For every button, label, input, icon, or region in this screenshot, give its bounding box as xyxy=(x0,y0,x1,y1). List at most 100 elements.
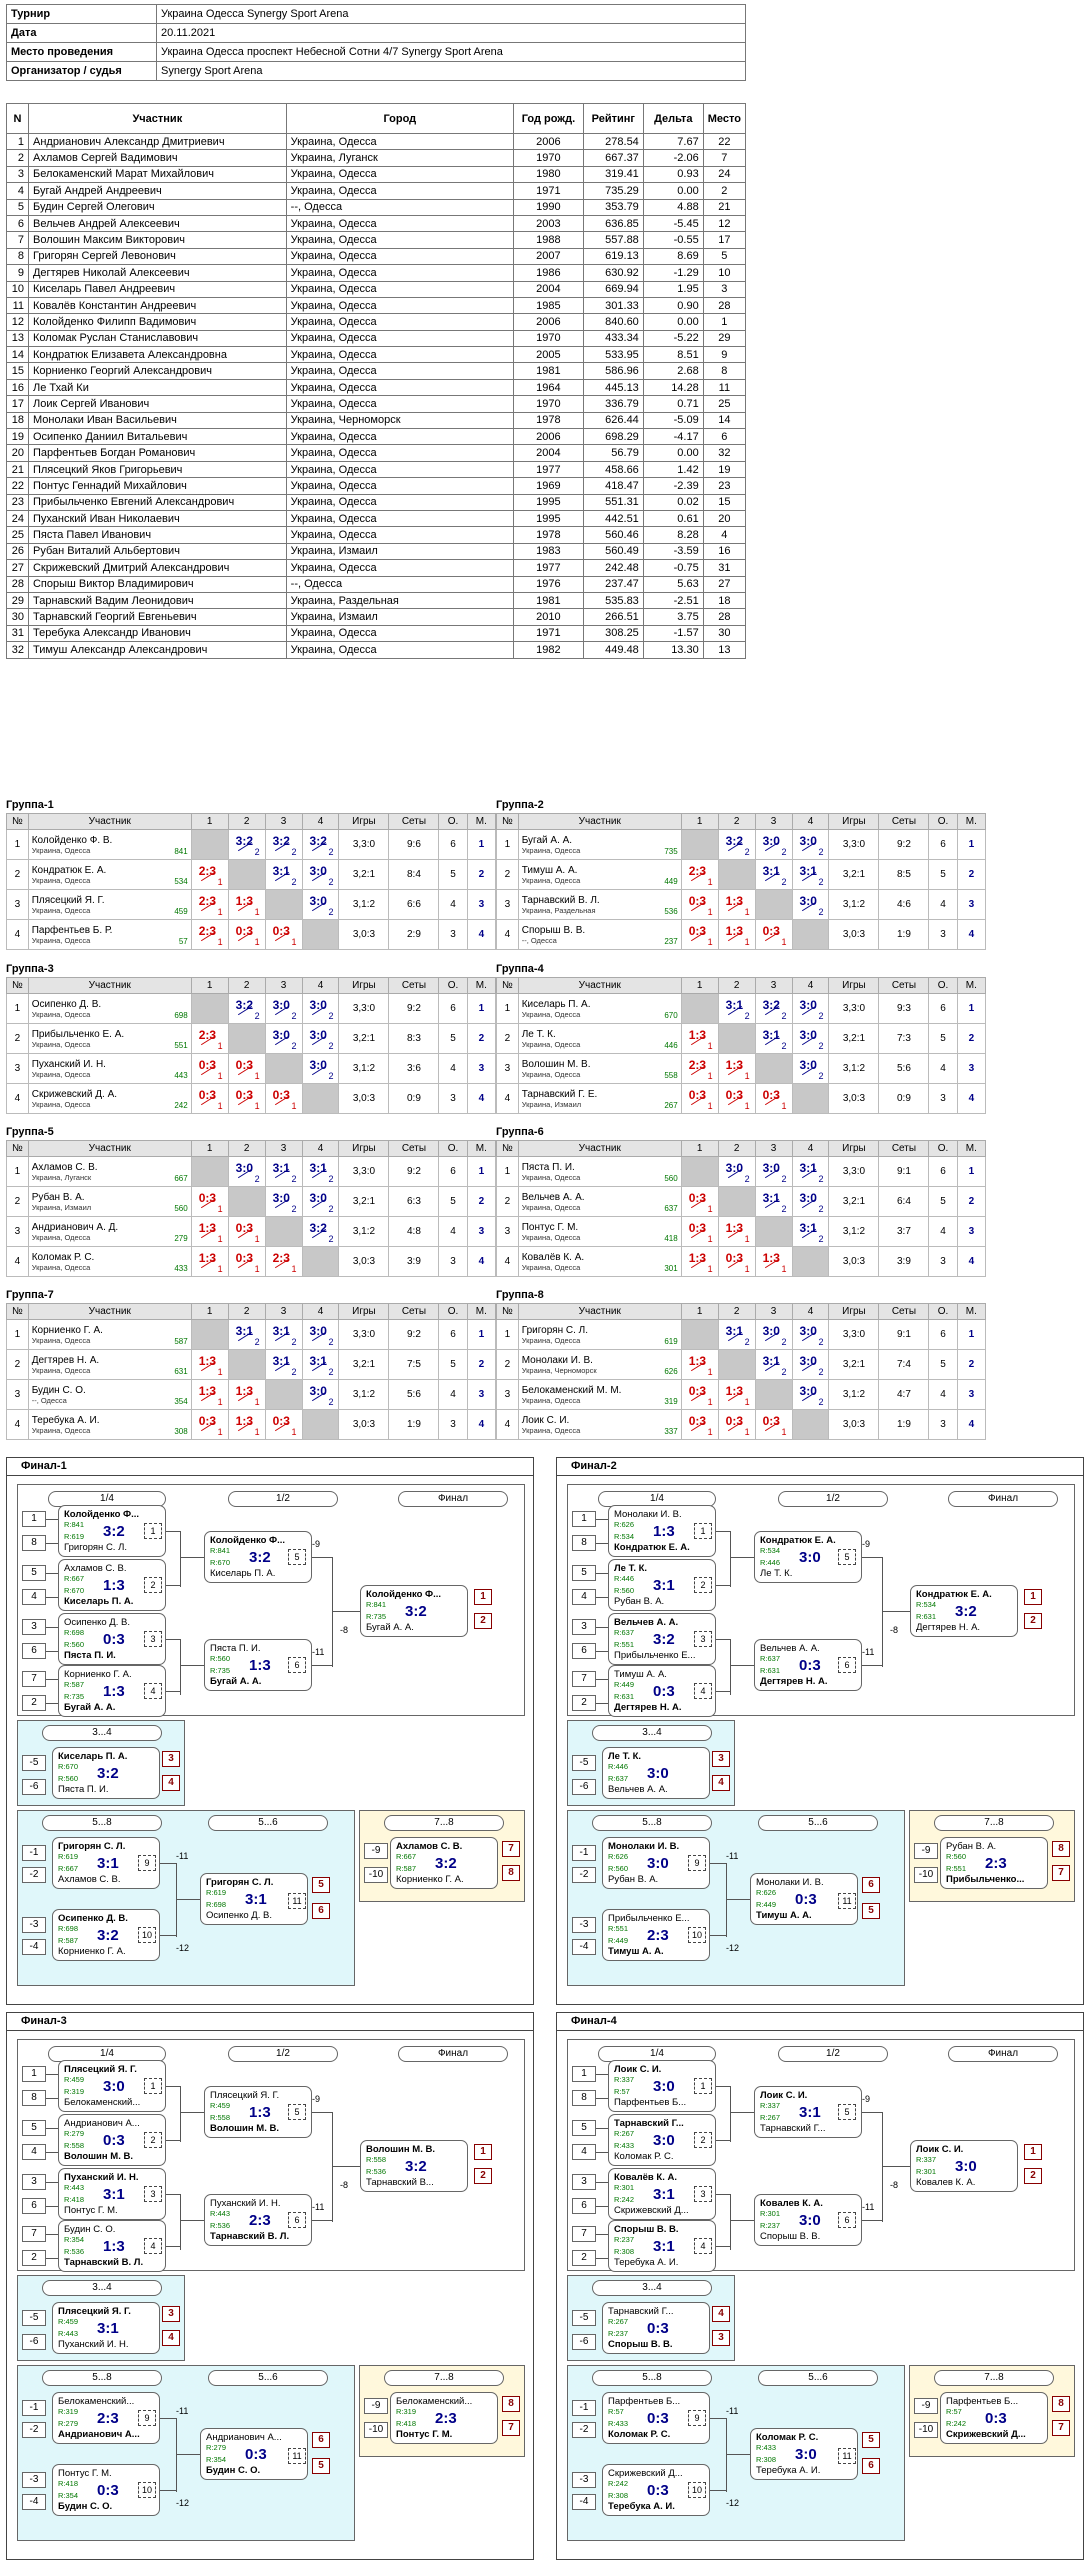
group-result-points: 1 xyxy=(781,1101,787,1111)
group-header-cell: М. xyxy=(466,1303,497,1320)
group-player-rating: 337 xyxy=(664,1427,678,1436)
group-player-number: 4 xyxy=(6,1409,29,1440)
group-result-points: 1 xyxy=(781,937,787,947)
group-games: 3,0:3 xyxy=(828,1409,880,1440)
group-result-cell: 3:0 2 xyxy=(301,1186,340,1217)
group-games: 3,0:3 xyxy=(338,1083,390,1114)
match-score: 3:2 xyxy=(249,1549,271,1566)
group-player-number: 1 xyxy=(496,829,519,860)
loser-link: -12 xyxy=(726,1943,740,1953)
match-rating-top: R:337 xyxy=(916,2155,937,2164)
participant-cell: 27 xyxy=(6,559,29,577)
group-player-city: Украина, Луганск xyxy=(31,1172,92,1182)
match-rating-top: R:319 xyxy=(396,2407,417,2416)
participant-cell: 1969 xyxy=(512,477,584,495)
group-header-row: № Участник 1 2 3 4 Игры Сеты О. М. xyxy=(496,813,987,830)
match-number: 3 xyxy=(694,2186,712,2202)
group-result-cell: 3:0 2 xyxy=(301,889,340,920)
participant-cell: -0.55 xyxy=(642,231,704,249)
participants-header: Город xyxy=(285,103,514,134)
group-place: 3 xyxy=(956,889,987,920)
group-title: Группа-5 xyxy=(6,1126,54,1138)
group-points: 5 xyxy=(928,1186,958,1217)
participant-cell: Белокаменский Марат Михайлович xyxy=(27,165,287,184)
group-sets: 3:7 xyxy=(878,1216,930,1247)
group-header-cell: 1 xyxy=(680,1140,719,1157)
group-header-cell: 4 xyxy=(301,1303,340,1320)
group-result-points: 1 xyxy=(254,1234,260,1244)
match-score: 3:1 xyxy=(653,2238,675,2255)
column-header: 5...6 xyxy=(758,2370,878,2386)
group-points: 6 xyxy=(928,1156,958,1187)
match-number: 10 xyxy=(688,1927,706,1943)
group-result-points: 2 xyxy=(818,1367,824,1377)
bracket-line xyxy=(730,2220,754,2221)
group-result-cell: 2:3 1 xyxy=(190,889,229,920)
group-player-city: Украина, Одесса xyxy=(31,1099,91,1109)
group-result-cell: 3:2 2 xyxy=(717,829,756,860)
group-games: 3,3:0 xyxy=(338,993,390,1024)
place-box: 6 xyxy=(862,1877,880,1893)
group-player-city: Украина, Одесса xyxy=(521,1009,581,1019)
match-player-bottom: Теребука А. И. xyxy=(608,2501,675,2512)
group-player-rating: 459 xyxy=(174,907,188,916)
group-self-cell xyxy=(301,919,340,950)
group-player-city: Украина, Одесса xyxy=(521,1202,581,1212)
group-player-number: 4 xyxy=(6,1246,29,1277)
group-games: 3,0:3 xyxy=(828,1083,880,1114)
group-sets: 1:9 xyxy=(878,919,930,950)
participant-cell: Украина, Одесса xyxy=(285,624,514,643)
participant-cell: Кондратюк Елизавета Александровна xyxy=(27,346,287,364)
seed-box: 7 xyxy=(22,1671,46,1687)
participant-cell: 19 xyxy=(6,428,29,446)
participant-cell: Колойденко Филипп Вадимович xyxy=(27,313,287,331)
bracket-line xyxy=(46,2098,58,2099)
match-rating-bottom: R:308 xyxy=(614,2247,635,2256)
bracket-line xyxy=(862,1665,882,1666)
match-score: 3:0 xyxy=(647,1855,669,1872)
match-score: 0:3 xyxy=(653,1683,675,1700)
match-rating-top: R:637 xyxy=(760,1654,781,1663)
group-result-points: 1 xyxy=(217,877,223,887)
match-player-top: Лоик С. И. xyxy=(760,2090,808,2101)
column-header: 7...8 xyxy=(384,2370,504,2386)
group-result-points: 2 xyxy=(254,1011,260,1021)
bracket-line xyxy=(332,1557,333,1667)
group-self-cell xyxy=(717,1023,756,1054)
group-place: 3 xyxy=(956,1216,987,1247)
bracket-line xyxy=(730,2194,731,2250)
group-player-name: Осипенко Д. В. xyxy=(31,998,102,1010)
match-number: 6 xyxy=(288,2212,306,2228)
group-player-city: Украина, Одесса xyxy=(31,935,91,945)
bracket-line xyxy=(180,1557,204,1558)
match-rating-top: R:560 xyxy=(210,1654,231,1663)
group-result-points: 2 xyxy=(328,1337,334,1347)
group-header-cell: 2 xyxy=(227,1140,266,1157)
group-result-points: 1 xyxy=(254,1101,260,1111)
participant-cell: 19 xyxy=(702,460,747,479)
bracket-line xyxy=(180,2220,204,2221)
group-result-cell: 3:0 2 xyxy=(791,1023,830,1054)
bracket-line xyxy=(596,2128,608,2129)
group-block: Группа-1 № Участник 1 2 3 4 Игры Сеты О. М. 1 Колойд… xyxy=(6,797,497,950)
group-points: 3 xyxy=(438,1409,468,1440)
group-player-number: 3 xyxy=(6,1053,29,1084)
match-player-bottom: Ковалев К. А. xyxy=(916,2177,976,2188)
place-box: 2 xyxy=(1024,1613,1042,1629)
column-header: 1/2 xyxy=(228,1491,338,1507)
seed-box: 7 xyxy=(572,1671,596,1687)
group-header-cell: М. xyxy=(466,977,497,994)
group-games: 3,1:2 xyxy=(338,889,390,920)
seed-box: 5 xyxy=(22,1565,46,1581)
match-rating-bottom: R:735 xyxy=(366,1612,387,1621)
participant-cell: Тарнавский Георгий Евгеньевич xyxy=(27,608,287,626)
match-player-bottom: Теребука А. И. xyxy=(614,2257,679,2268)
group-points: 4 xyxy=(928,889,958,920)
participant-cell: 1 xyxy=(6,132,29,151)
group-player: Плясецкий Я. Г. Украина, Одесса 459 xyxy=(27,889,192,920)
group-player-rating: 735 xyxy=(664,847,678,856)
group-games: 3,3:0 xyxy=(338,1319,390,1350)
group-result-cell: 3:1 2 xyxy=(791,859,830,890)
match-player-bottom: Вельчев А. А. xyxy=(608,1784,668,1795)
participant-cell: 15 xyxy=(702,493,747,511)
